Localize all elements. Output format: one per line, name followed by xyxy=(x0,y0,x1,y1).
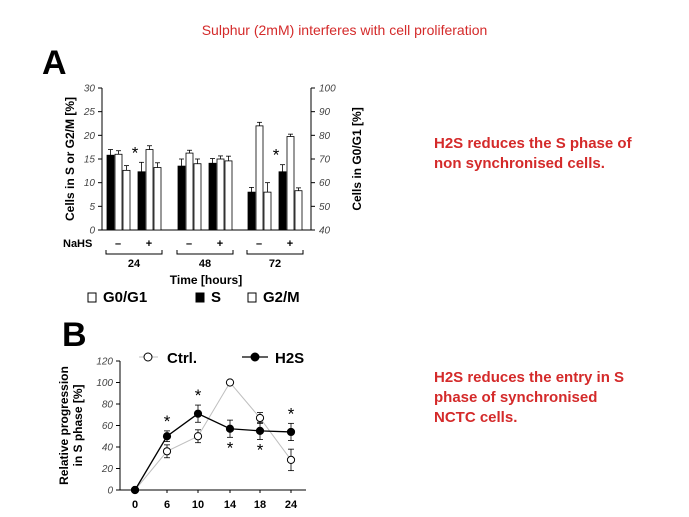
right-tick-label: 60 xyxy=(319,178,331,189)
ctrl-data-point xyxy=(255,413,265,423)
left-tick-label: 25 xyxy=(83,107,96,118)
significance-star: * xyxy=(227,438,234,457)
ctrl-data-point xyxy=(193,432,203,441)
panel-a-letter: A xyxy=(42,44,67,82)
x-tick-label: 18 xyxy=(254,499,266,511)
right-tick-label: 70 xyxy=(319,155,331,166)
y-tick-label: 20 xyxy=(101,464,114,475)
panel-a-note-line2: non synchronised cells. xyxy=(434,155,605,172)
group-bracket xyxy=(105,250,163,255)
nahs-level-label: – xyxy=(256,238,262,250)
ctrl-data-point xyxy=(162,447,172,456)
panel-a-note-line1: H2S reduces the S phase of xyxy=(434,135,632,152)
ctrl-data-point xyxy=(286,455,296,464)
x-tick-label: 14 xyxy=(224,499,237,511)
right-tick-label: 80 xyxy=(319,131,331,142)
legend-g0g1-label: G0/G1 xyxy=(103,289,147,306)
left-tick-label: 5 xyxy=(89,202,95,213)
y-tick-label: 120 xyxy=(96,357,113,368)
legend-h2s-marker xyxy=(250,352,260,362)
significance-star: * xyxy=(257,440,264,459)
y-tick-label: 0 xyxy=(107,486,113,497)
panel-b-note-line3: NCTC cells. xyxy=(434,409,518,426)
group-bracket xyxy=(246,250,304,255)
significance-star: * xyxy=(132,143,139,162)
legend-ctrl-label: Ctrl. xyxy=(167,350,197,367)
nahs-label: NaHS xyxy=(63,238,92,250)
time-group-label: 48 xyxy=(199,258,211,270)
left-tick-label: 30 xyxy=(84,84,96,95)
group-bracket xyxy=(176,250,234,255)
y-tick-label: 40 xyxy=(102,443,114,454)
right-tick-label: 100 xyxy=(319,84,336,95)
significance-star: * xyxy=(164,412,171,431)
slide-title: Sulphur (2mM) interferes with cell proli… xyxy=(201,22,488,38)
legend-s-label: S xyxy=(211,289,221,306)
panel-a-note: H2S reduces the S phase of non synchroni… xyxy=(434,134,632,174)
left-tick-label: 0 xyxy=(89,226,95,237)
legend-g0g1-swatch xyxy=(87,292,97,303)
significance-star: * xyxy=(288,404,295,423)
panel-b-note-line1: H2S reduces the entry in S xyxy=(434,369,625,386)
time-group-label: 72 xyxy=(269,258,281,270)
right-y-axis-label: Cells in G0/G1 [%] xyxy=(350,107,364,210)
legend-g2m-swatch xyxy=(247,292,257,303)
left-tick-label: 15 xyxy=(84,155,96,166)
nahs-level-label: – xyxy=(115,238,121,250)
y-axis-label-line2: in S phase [%] xyxy=(71,384,85,466)
significance-star: * xyxy=(273,146,280,165)
nahs-level-label: + xyxy=(287,238,293,250)
x-tick-label: 24 xyxy=(285,499,298,511)
left-y-axis-label: Cells in S or G2/M [%] xyxy=(63,97,77,221)
legend-s-swatch xyxy=(195,292,205,303)
x-tick-label: 0 xyxy=(132,499,138,511)
legend-ctrl-marker xyxy=(143,352,153,362)
ctrl-series-line xyxy=(134,381,292,491)
panel-b-letter: B xyxy=(62,316,87,354)
h2s-series-line xyxy=(134,412,292,491)
x-axis-label: Time [hours] xyxy=(170,273,242,287)
h2s-data-point xyxy=(193,409,203,418)
left-tick-label: 20 xyxy=(83,131,96,142)
y-tick-label: 60 xyxy=(102,421,114,432)
y-tick-label: 80 xyxy=(102,400,114,411)
x-tick-label: 6 xyxy=(164,499,170,511)
legend-g2m-label: G2/M xyxy=(263,289,300,306)
nahs-level-label: + xyxy=(217,238,223,250)
ctrl-data-point xyxy=(225,378,235,387)
time-group-label: 24 xyxy=(128,258,141,270)
x-tick-label: 10 xyxy=(192,499,204,511)
y-axis-label-line1: Relative progression xyxy=(57,366,71,485)
right-tick-label: 90 xyxy=(319,107,331,118)
nahs-level-label: – xyxy=(186,238,192,250)
h2s-data-point xyxy=(130,485,140,495)
h2s-data-point xyxy=(225,424,235,433)
significance-star: * xyxy=(195,386,202,405)
y-tick-label: 100 xyxy=(96,378,113,389)
legend-h2s-label: H2S xyxy=(275,350,304,367)
h2s-data-point xyxy=(162,432,172,441)
h2s-data-point xyxy=(286,427,296,437)
right-tick-label: 50 xyxy=(319,202,331,213)
panel-b-note: H2S reduces the entry in S phase of sync… xyxy=(434,368,662,428)
right-tick-label: 40 xyxy=(319,226,331,237)
panel-b-note-line2: phase of synchronised xyxy=(434,389,598,406)
h2s-data-point xyxy=(255,426,265,435)
left-tick-label: 10 xyxy=(84,178,96,189)
nahs-level-label: + xyxy=(146,238,152,250)
